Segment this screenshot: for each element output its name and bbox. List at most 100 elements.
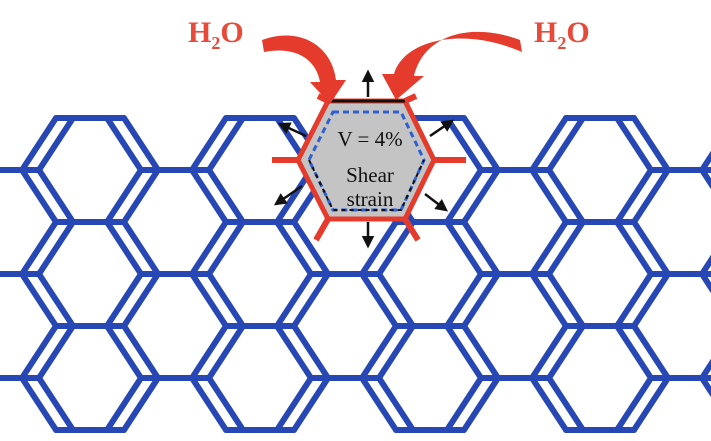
lattice-edge [36, 323, 76, 381]
lattice-edge [461, 271, 501, 329]
lattice-edge [546, 167, 586, 225]
lattice-edge [444, 271, 484, 329]
water-uptake: H2O H2O [188, 16, 590, 104]
lattice-edge [359, 323, 399, 381]
lattice-edge [274, 271, 314, 329]
lattice-edge [461, 115, 501, 173]
lattice-edge [189, 271, 229, 329]
lattice-edge [546, 219, 586, 277]
lattice-edge [19, 323, 59, 381]
lattice-edge [631, 219, 671, 277]
lattice-edge [121, 219, 161, 277]
volume-label: V = 4% [337, 127, 402, 151]
lattice-edge [291, 323, 331, 381]
lattice-edge [631, 167, 671, 225]
lattice-edge [291, 219, 331, 277]
lattice-edge [359, 375, 399, 433]
lattice-edge [36, 375, 76, 433]
lattice-edge [699, 254, 711, 277]
lattice-edge [206, 115, 246, 173]
lattice-edge [291, 375, 331, 433]
lattice-edge [614, 375, 654, 433]
lattice-edge [631, 323, 671, 381]
lattice-edge [36, 271, 76, 329]
lattice-edge [19, 115, 59, 173]
lattice-edge [614, 115, 654, 173]
lattice-edge [274, 375, 314, 433]
lattice-edge [614, 271, 654, 329]
lattice-edge [36, 115, 76, 173]
lattice-edge [104, 115, 144, 173]
lattice-edge [19, 167, 59, 225]
lattice-edge [699, 358, 711, 381]
lattice-edge [36, 167, 76, 225]
lattice-edge [206, 323, 246, 381]
lattice-edge [189, 115, 229, 173]
lattice-edge [546, 375, 586, 433]
lattice-edge [376, 219, 416, 277]
lattice-edge [699, 271, 711, 294]
lattice-edge [444, 323, 484, 381]
lattice-edge [189, 323, 229, 381]
lattice-edge [121, 115, 161, 173]
lattice-edge [529, 271, 569, 329]
lattice-edge [614, 323, 654, 381]
expanded-cell: V = 4% Shear strain [272, 93, 466, 242]
lattice-edge [206, 375, 246, 433]
expansion-arrow-lower-left [273, 184, 303, 206]
lattice-edge [444, 167, 484, 225]
lattice-edge [546, 271, 586, 329]
lattice-edge [189, 219, 229, 277]
strained-edge-bottom-left [313, 217, 331, 242]
lattice-edge [104, 323, 144, 381]
lattice-edge [529, 115, 569, 173]
lattice-edge [121, 167, 161, 225]
lattice-edge [376, 271, 416, 329]
lattice-edge [614, 219, 654, 277]
strained-edge-top-right [403, 93, 418, 104]
lattice-edge [206, 167, 246, 225]
lattice-edge [19, 271, 59, 329]
expansion-arrow-upper-right [429, 119, 455, 138]
lattice-edge [376, 375, 416, 433]
water-arrow-right-icon [382, 31, 522, 100]
lattice-edge [189, 167, 229, 225]
lattice-edge [529, 167, 569, 225]
lattice-edge [546, 323, 586, 381]
lattice-edge [631, 115, 671, 173]
lattice-edge [19, 219, 59, 277]
strained-edge-bottom-right [402, 217, 421, 242]
lattice-edge [461, 167, 501, 225]
lattice-edge [121, 323, 161, 381]
lattice-edge [206, 219, 246, 277]
lattice-edge [206, 271, 246, 329]
lattice-edge [461, 219, 501, 277]
lattice-edge [274, 219, 314, 277]
expansion-arrow-upper-left [277, 122, 307, 138]
water-label-left: H2O [188, 16, 244, 53]
lattice-edge [19, 375, 59, 433]
lattice-edge [546, 115, 586, 173]
water-arrow-left-icon [262, 35, 346, 104]
lattice-edge [461, 323, 501, 381]
lattice-edge [631, 375, 671, 433]
expansion-arrow-lower-right [424, 193, 448, 212]
lattice-edge [104, 375, 144, 433]
lattice-edge [104, 219, 144, 277]
lattice-edge [699, 375, 711, 398]
lattice-edge [274, 323, 314, 381]
lattice-edge [291, 271, 331, 329]
shear-label-line2: strain [347, 187, 394, 211]
water-label-right: H2O [534, 16, 590, 53]
lattice-edge [461, 375, 501, 433]
lattice-edge [359, 219, 399, 277]
lattice-edge [376, 323, 416, 381]
shear-label-line1: Shear [346, 163, 394, 187]
lattice-edge [444, 219, 484, 277]
lattice-edge [36, 219, 76, 277]
lattice-edge [699, 167, 711, 190]
lattice-edge [359, 271, 399, 329]
lattice-edge [529, 219, 569, 277]
lattice-edge [104, 271, 144, 329]
